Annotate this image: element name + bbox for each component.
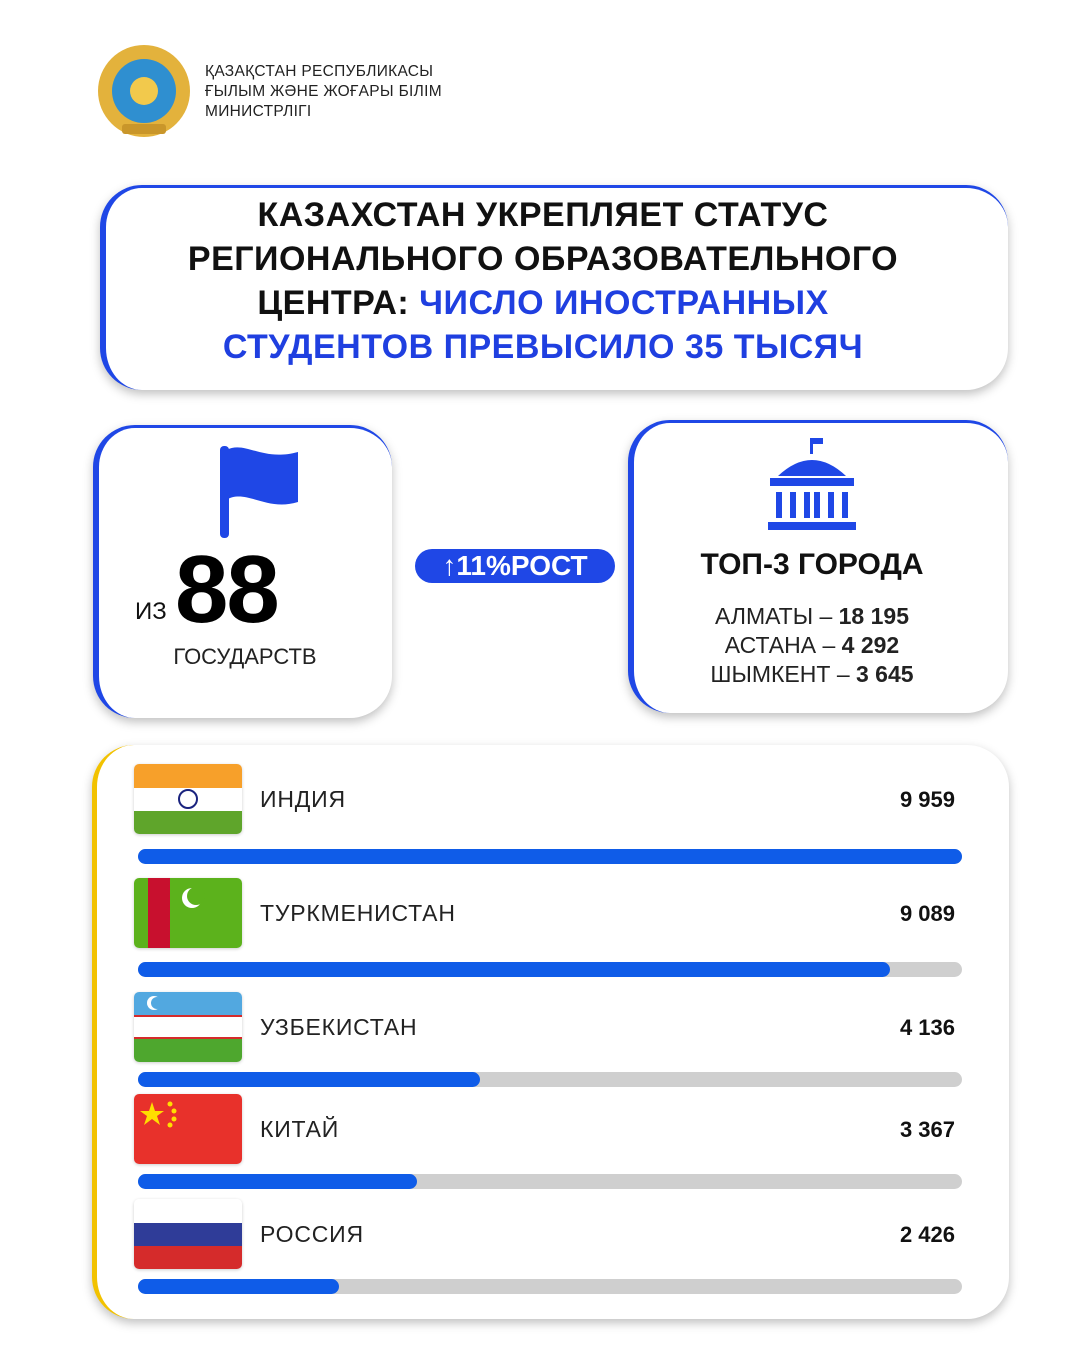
flag-part [140,1102,164,1125]
title: КАЗАХСТАН УКРЕПЛЯЕТ СТАТУС РЕГИОНАЛЬНОГО… [100,193,986,369]
flag-part [134,1246,242,1269]
country-value: 4 136 [899,1015,955,1040]
city-row: ШЫМКЕНТ – 3 645 [640,661,984,688]
title-card [100,185,1008,390]
bar-track [138,849,962,864]
bar-track [138,962,962,977]
country-flag [134,878,242,948]
city-row: АСТАНА – 4 292 [640,632,984,659]
states-count: 88 [175,536,280,643]
flag-part [134,1223,242,1246]
bar [138,962,891,977]
country-value: 9 089 [899,901,955,926]
country-value: 2 426 [899,1222,955,1247]
country-name: УЗБЕКИСТАН [260,1014,418,1040]
growth-label: РОСТ [510,550,588,581]
country-flag [134,1199,242,1269]
flag-part [134,1039,242,1062]
flag-part [134,811,242,834]
flag-part [134,1037,242,1039]
bar-track [138,1072,962,1087]
title-highlight: ЧИСЛО ИНОСТРАННЫХ [419,284,829,322]
flag-icon [220,446,298,538]
ministry-name: ҒЫЛЫМ ЖӘНЕ ЖОҒАРЫ БІЛІМ [205,83,442,100]
flag-part [134,1094,242,1164]
flag-part [171,1116,177,1122]
flag-part [134,1199,242,1223]
flag-part [134,764,242,788]
flag-part [134,992,242,1015]
bar-track [138,1279,962,1294]
emblem [98,45,190,137]
growth-value: 11% [456,550,511,581]
flag-part [134,1015,242,1017]
building-icon [768,438,856,530]
cities-title: ТОП-3 ГОРОДА [700,548,924,581]
flag-part [134,1017,242,1037]
country-name: ТУРКМЕНИСТАН [260,900,456,926]
title-line: РЕГИОНАЛЬНОГО ОБРАЗОВАТЕЛЬНОГО [187,240,899,278]
ministry-name: МИНИСТРЛІГІ [205,103,312,120]
country-flag [134,992,242,1062]
title-line: ЦЕНТРА: [257,284,410,322]
country-value: 3 367 [899,1117,955,1142]
country-name: ИНДИЯ [260,786,346,812]
bar [138,849,962,864]
flag-part [171,1108,177,1114]
country-name: КИТАЙ [260,1116,340,1142]
states-prefix: ИЗ [135,598,167,625]
flag-part [167,1122,173,1128]
country-name: РОССИЯ [260,1221,364,1247]
bar [138,1174,417,1189]
bar [138,1279,339,1294]
states-label: ГОСУДАРСТВ [173,644,317,669]
growth-badge: ↑11%РОСТ [415,549,615,583]
city-name: АСТАНА [724,632,817,658]
flag-part [134,788,242,811]
city-value: 3 645 [856,661,914,687]
separator: – [822,632,836,658]
city-row: АЛМАТЫ – 18 195 [640,603,984,630]
city-name: ШЫМКЕНТ [710,661,831,687]
title-line: КАЗАХСТАН УКРЕПЛЯЕТ СТАТУС [257,196,829,234]
flag-part [148,878,170,948]
flag-part [187,887,205,905]
separator: – [819,603,833,629]
country-flag [134,1094,242,1164]
city-value: 4 292 [841,632,900,658]
country-flag [134,764,242,834]
flag-part [167,1101,173,1107]
city-name: АЛМАТЫ [715,603,814,629]
flag-part [178,789,198,809]
title-highlight: СТУДЕНТОВ ПРЕВЫСИЛО 35 ТЫСЯЧ [222,328,864,366]
flag-part [151,997,163,1009]
separator: – [836,661,850,687]
country-value: 9 959 [899,787,955,812]
ministry-name: ҚАЗАҚСТАН РЕСПУБЛИКАСЫ [205,63,434,80]
bar [138,1072,481,1087]
city-value: 18 195 [838,603,909,629]
bar-track [138,1174,962,1189]
countries-card [92,745,1009,1319]
